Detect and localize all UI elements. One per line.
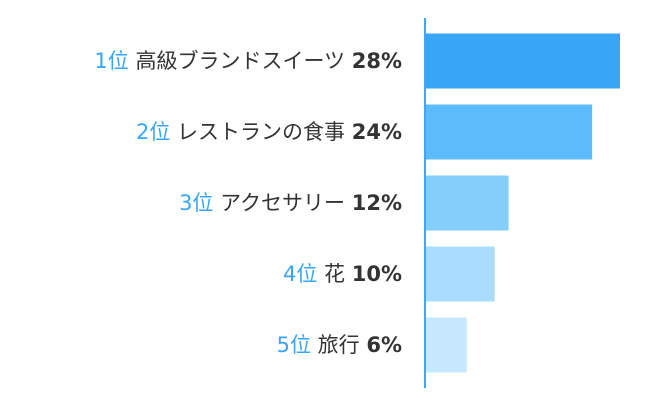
category-label: 花 bbox=[324, 262, 352, 286]
rank-label: 1位 bbox=[94, 49, 135, 73]
category-label: アクセサリー bbox=[220, 191, 352, 215]
bar-1 bbox=[425, 33, 620, 89]
category-label: レストランの食事 bbox=[177, 120, 352, 144]
bar-3 bbox=[425, 175, 509, 231]
category-label: 旅行 bbox=[318, 333, 367, 357]
value-label: 28% bbox=[352, 49, 402, 73]
value-label: 10% bbox=[352, 262, 402, 286]
category-label: 高級ブランドスイーツ bbox=[135, 49, 351, 73]
bar-label-4: 4位 花 10% bbox=[283, 262, 402, 286]
value-label: 24% bbox=[352, 120, 402, 144]
rank-label: 5位 bbox=[277, 333, 318, 357]
value-label: 6% bbox=[366, 333, 402, 357]
value-label: 12% bbox=[352, 191, 402, 215]
bar-label-2: 2位 レストランの食事 24% bbox=[136, 120, 402, 144]
bar-4 bbox=[425, 246, 495, 302]
bar-label-5: 5位 旅行 6% bbox=[277, 333, 402, 357]
rank-label: 3位 bbox=[179, 191, 220, 215]
bar-2 bbox=[425, 104, 593, 160]
bar-group bbox=[425, 33, 620, 373]
bar-label-3: 3位 アクセサリー 12% bbox=[179, 191, 402, 215]
rank-label: 4位 bbox=[283, 262, 324, 286]
bar-label-1: 1位 高級ブランドスイーツ 28% bbox=[94, 49, 402, 73]
rank-label: 2位 bbox=[136, 120, 177, 144]
label-group: 1位 高級ブランドスイーツ 28% 2位 レストランの食事 24% 3位 アクセサリ… bbox=[94, 49, 402, 357]
bar-5 bbox=[425, 317, 467, 373]
